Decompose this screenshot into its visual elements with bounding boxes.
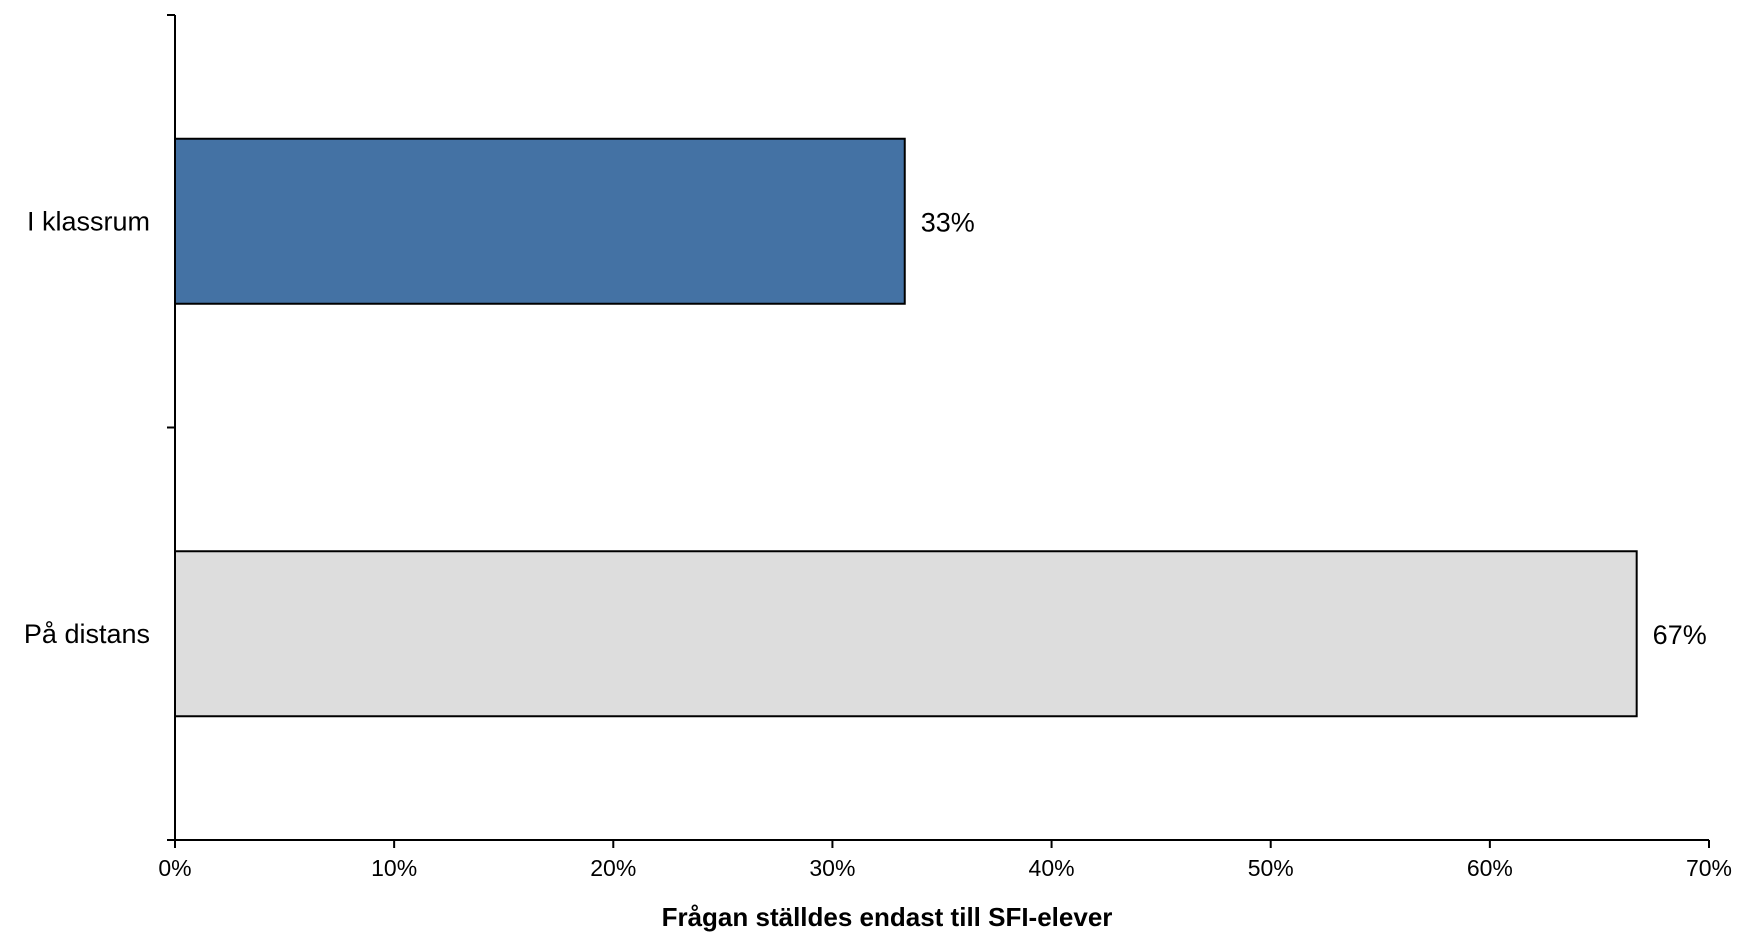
- labels-layer: I klassrum 33% På distans 67% 0% 10% 20% 30% 40%…: [24, 206, 1732, 881]
- x-tick-label: 50%: [1248, 855, 1294, 881]
- x-tick-label: 30%: [809, 855, 855, 881]
- x-tick-label: 60%: [1467, 855, 1513, 881]
- bar: [174, 550, 1638, 718]
- data-label: 67%: [1653, 620, 1707, 650]
- ticks-layer: [167, 14, 1710, 848]
- data-label: 33%: [921, 207, 975, 237]
- x-axis-title: Frågan ställdes endast till SFI-elever: [662, 902, 1113, 932]
- x-tick-label: 40%: [1029, 855, 1075, 881]
- x-tick-label: 0%: [158, 855, 191, 881]
- x-tick-label: 70%: [1686, 855, 1732, 881]
- x-tick-label: 20%: [590, 855, 636, 881]
- bars-layer: [174, 137, 1638, 718]
- category-label: I klassrum: [27, 206, 150, 236]
- category-label: På distans: [24, 619, 150, 649]
- bar: [174, 137, 906, 305]
- x-tick-label: 10%: [371, 855, 417, 881]
